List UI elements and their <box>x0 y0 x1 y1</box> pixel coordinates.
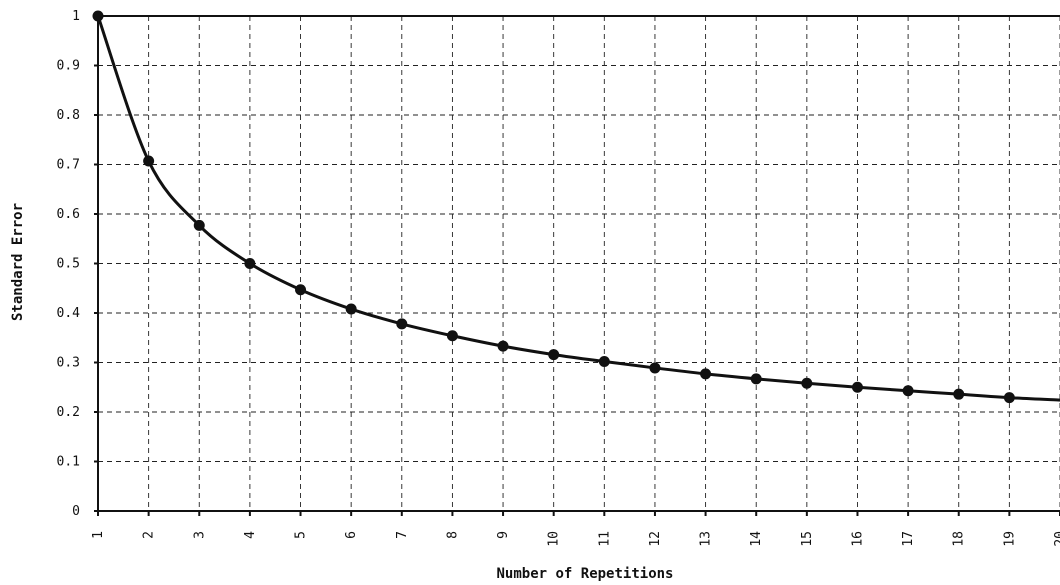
data-point <box>497 340 509 352</box>
y-tick-label: 0.8 <box>57 108 80 123</box>
data-point <box>396 318 408 330</box>
y-tick-label: 0.6 <box>57 207 80 222</box>
x-tick-labels: 1 2 3 4 5 6 7 8 9 10 11 12 13 14 15 16 17 18 19 20 <box>91 531 1060 547</box>
data-point <box>700 368 712 380</box>
x-tick-label: 2 <box>142 531 157 539</box>
x-tick-label: 3 <box>192 531 207 539</box>
grid-layer <box>98 16 1060 511</box>
data-point <box>1003 392 1015 404</box>
data-point <box>953 388 965 400</box>
data-point <box>143 155 155 167</box>
data-point <box>244 258 256 269</box>
data-point <box>548 349 560 361</box>
y-tick-label: 0.3 <box>57 356 80 371</box>
y-axis-title: Standard Error <box>10 203 26 321</box>
x-tick-label: 8 <box>445 531 460 539</box>
data-point <box>649 362 661 374</box>
x-tick-label: 15 <box>800 531 815 547</box>
series-line <box>96 15 1060 402</box>
x-tick-label: 10 <box>547 531 562 547</box>
data-point <box>193 219 205 231</box>
y-tick-label: 0.4 <box>57 306 81 321</box>
y-tick-label: 0.9 <box>57 59 80 74</box>
data-point <box>295 284 307 296</box>
data-point <box>598 356 610 368</box>
axis-layer <box>94 15 1060 516</box>
x-tick-label: 19 <box>1002 531 1017 547</box>
y-tick-label: 0.7 <box>57 158 80 173</box>
x-tick-label: 14 <box>749 531 764 547</box>
x-tick-label: 18 <box>952 531 967 547</box>
x-tick-label: 17 <box>901 531 916 547</box>
x-tick-label: 1 <box>91 531 106 539</box>
x-tick-label: 16 <box>850 531 865 547</box>
x-tick-label: 9 <box>496 531 511 539</box>
curve-layer <box>96 15 1060 402</box>
x-tick-label: 12 <box>648 531 663 547</box>
data-point <box>345 303 357 315</box>
y-tick-label: 0.2 <box>57 405 80 420</box>
data-point <box>750 373 762 385</box>
y-tick-label: 0.5 <box>57 257 80 272</box>
data-point <box>851 381 863 393</box>
x-tick-label: 7 <box>395 531 410 539</box>
y-tick-label: 0 <box>72 504 80 519</box>
data-point <box>92 10 104 22</box>
data-point <box>446 330 458 342</box>
x-tick-label: 4 <box>243 531 258 539</box>
data-point <box>902 385 914 397</box>
data-point <box>801 377 813 389</box>
x-tick-label: 6 <box>344 531 359 539</box>
y-tick-label: 0.1 <box>57 455 80 470</box>
marker-layer <box>92 10 1015 404</box>
x-axis-title: Number of Repetitions <box>496 566 673 582</box>
x-tick-label: 13 <box>699 531 714 547</box>
x-tick-label: 5 <box>294 531 309 539</box>
x-tick-label: 20 <box>1053 531 1060 547</box>
x-tick-label: 11 <box>597 531 612 547</box>
y-tick-labels: 0 0.1 0.2 0.3 0.4 0.5 0.6 0.7 0.8 0.9 1 <box>57 9 81 519</box>
y-tick-label: 1 <box>72 9 80 24</box>
